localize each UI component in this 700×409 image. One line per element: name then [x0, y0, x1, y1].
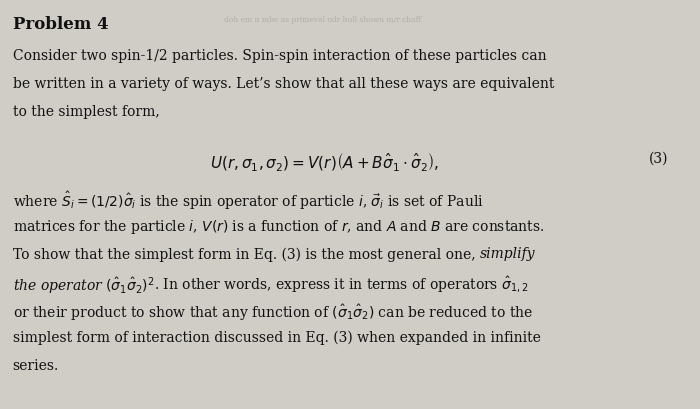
Text: To show that the simplest form in Eq. (3) is the most general one,: To show that the simplest form in Eq. (3…	[13, 247, 480, 262]
Text: $U(r,\sigma_1,\sigma_2) = V(r)\left(A + B\hat{\sigma}_1 \cdot \hat{\sigma}_2\rig: $U(r,\sigma_1,\sigma_2) = V(r)\left(A + …	[210, 151, 439, 173]
Text: the operator $(\hat{\sigma}_1\hat{\sigma}_2)^2$: the operator $(\hat{\sigma}_1\hat{\sigma…	[13, 275, 154, 296]
Text: simplify: simplify	[480, 247, 536, 261]
Text: Problem 4: Problem 4	[13, 16, 108, 33]
Text: simplest form of interaction discussed in Eq. (3) when expanded in infinite: simplest form of interaction discussed i…	[13, 331, 540, 345]
Text: . In other words, express it in terms of operators $\hat{\sigma}_{1,2}$: . In other words, express it in terms of…	[154, 275, 529, 295]
Text: or their product to show that any function of $(\hat{\sigma}_1\hat{\sigma}_2)$ c: or their product to show that any functi…	[13, 303, 533, 323]
Text: Consider two spin-1/2 particles. Spin-spin interaction of these particles can: Consider two spin-1/2 particles. Spin-sp…	[13, 49, 546, 63]
Text: be written in a variety of ways. Let’s show that all these ways are equivalent: be written in a variety of ways. Let’s s…	[13, 77, 554, 91]
Text: to the simplest form,: to the simplest form,	[13, 105, 160, 119]
Text: series.: series.	[13, 359, 59, 373]
Text: (3): (3)	[649, 151, 668, 165]
Text: matrices for the particle $i$, $V(r)$ is a function of $r$, and $A$ and $B$ are : matrices for the particle $i$, $V(r)$ is…	[13, 218, 544, 236]
Text: where $\hat{S}_i = (1/2)\hat{\sigma}_i$ is the spin operator of particle $i$, $\: where $\hat{S}_i = (1/2)\hat{\sigma}_i$ …	[13, 190, 483, 212]
Text: doh em n mbe as primeval odr hull shown m/r chaff: doh em n mbe as primeval odr hull shown …	[224, 16, 421, 24]
